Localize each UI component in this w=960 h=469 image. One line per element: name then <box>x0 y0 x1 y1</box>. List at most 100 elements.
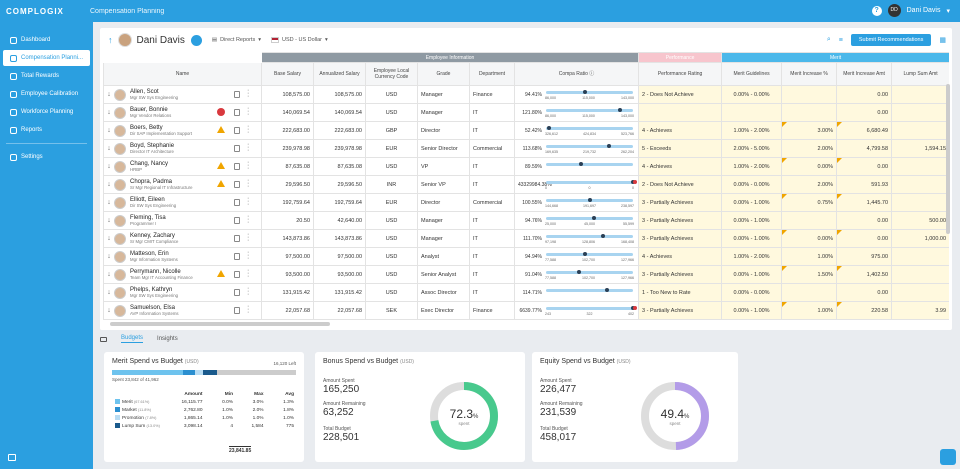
tab-budgets[interactable]: Budgets <box>121 335 144 343</box>
col-annualized-salary[interactable]: Annualized Salary <box>313 62 366 86</box>
merit-increase-amt-input[interactable]: 0.00 <box>836 211 893 230</box>
performance-rating-cell[interactable]: 3 - Partially Achieves <box>638 229 723 248</box>
merit-increase-amt-input[interactable]: 4,799.58 <box>836 139 893 158</box>
currency-dropdown[interactable]: USD - US Dollar ▾ <box>270 37 328 43</box>
copy-icon[interactable] <box>234 271 240 278</box>
more-options-icon[interactable]: · · · <box>247 267 250 280</box>
drill-down-icon[interactable]: ↓ <box>107 199 111 206</box>
drill-down-icon[interactable]: ↓ <box>107 253 111 260</box>
col-performance-rating[interactable]: Performance Rating <box>638 62 723 86</box>
copy-icon[interactable] <box>234 289 240 296</box>
up-level-icon[interactable]: ↑ <box>108 35 113 45</box>
merit-increase-amt-input[interactable]: 6,680.49 <box>836 121 893 140</box>
assistant-button[interactable] <box>940 449 956 465</box>
warning-icon[interactable] <box>217 180 225 187</box>
table-row[interactable]: ↓ Perrymann, Nicolle Team Mgr IT Accountin… <box>103 265 949 284</box>
more-options-icon[interactable]: · · · <box>247 141 250 154</box>
drill-down-icon[interactable]: ↓ <box>107 217 111 224</box>
copy-icon[interactable] <box>234 109 240 116</box>
merit-increase-amt-input[interactable]: 591.93 <box>836 175 893 194</box>
sidebar-item-workforce-planning[interactable]: Workforce Planning <box>3 104 90 120</box>
user-menu[interactable]: Dani Davis <box>906 7 941 14</box>
performance-rating-cell[interactable]: 3 - Partially Achieves <box>638 193 723 212</box>
merit-increase-amt-input[interactable]: 1,445.70 <box>836 193 893 212</box>
merit-increase-pct-input[interactable]: 2.00% <box>781 139 838 158</box>
copy-icon[interactable] <box>234 127 240 134</box>
tab-insights[interactable]: Insights <box>157 336 178 342</box>
search-icon[interactable]: ⌕ <box>826 36 831 43</box>
sidebar-item-reports[interactable]: Reports <box>3 122 90 138</box>
merit-increase-amt-input[interactable]: 220.58 <box>836 301 893 320</box>
more-options-icon[interactable]: · · · <box>247 249 250 262</box>
merit-increase-pct-input[interactable]: 0.00% <box>781 229 838 248</box>
drill-down-icon[interactable]: ↓ <box>107 109 111 116</box>
copy-icon[interactable] <box>234 91 240 98</box>
employee-name[interactable]: Boers, Betty <box>130 124 163 131</box>
export-icon[interactable]: ▦ <box>939 37 946 44</box>
lump-sum-input[interactable] <box>891 283 949 302</box>
copy-icon[interactable] <box>234 253 240 260</box>
employee-cell[interactable]: ↓ Kenney, Zachary Sr Mgr CMIT Compliance · ·… <box>103 229 262 248</box>
submit-recommendations-button[interactable]: Submit Recommendations <box>850 34 932 46</box>
lump-sum-input[interactable] <box>891 265 949 284</box>
merit-increase-pct-input[interactable] <box>781 85 838 104</box>
table-row[interactable]: ↓ Allen, Scot Mgr SW Sys Engineering · · · 108… <box>103 85 949 104</box>
filter-icon[interactable]: ≡ <box>838 36 843 44</box>
lump-sum-input[interactable] <box>891 121 949 140</box>
more-options-icon[interactable]: · · · <box>247 123 250 136</box>
employee-name[interactable]: Boyd, Stephanie <box>130 142 175 149</box>
drill-down-icon[interactable]: ↓ <box>107 307 111 314</box>
col-base-salary[interactable]: Base Salary <box>261 62 314 86</box>
drill-down-icon[interactable]: ↓ <box>107 271 111 278</box>
performance-rating-cell[interactable]: 4 - Achieves <box>638 247 723 266</box>
employee-cell[interactable]: ↓ Matteson, Erin Mgr Information Systems · ·… <box>103 247 262 266</box>
table-row[interactable]: ↓ Samuelson, Elsa AVP Information Systems ·… <box>103 301 949 320</box>
col-local-currency[interactable]: Employee Local Currency Code <box>365 62 418 86</box>
sidebar-item-dashboard[interactable]: Dashboard <box>3 32 90 48</box>
performance-rating-cell[interactable]: 3 - Partially Achieves <box>638 265 723 284</box>
lump-sum-input[interactable]: 3.99 <box>891 301 949 320</box>
merit-increase-amt-input[interactable]: 0.00 <box>836 229 893 248</box>
drill-down-icon[interactable]: ↓ <box>107 181 111 188</box>
help-icon[interactable]: ? <box>871 5 882 16</box>
employee-cell[interactable]: ↓ Allen, Scot Mgr SW Sys Engineering · · · <box>103 85 262 104</box>
col-name[interactable]: Name <box>103 62 262 86</box>
copy-icon[interactable] <box>234 163 240 170</box>
copy-icon[interactable] <box>234 217 240 224</box>
employee-cell[interactable]: ↓ Chang, Nancy HRBP · · · <box>103 157 262 176</box>
table-row[interactable]: ↓ Boyd, Stephanie Director IT Architecture… <box>103 139 949 158</box>
table-row[interactable]: ↓ Matteson, Erin Mgr Information Systems · ·… <box>103 247 949 266</box>
table-row[interactable]: ↓ Elliott, Eileen Dir SW Sys Engineering · ·… <box>103 193 949 212</box>
sidebar-item-settings[interactable]: Settings <box>3 149 90 165</box>
drill-down-icon[interactable]: ↓ <box>107 289 111 296</box>
sidebar-item-compensation[interactable]: Compensation Planni... <box>3 50 90 66</box>
merit-increase-pct-input[interactable]: 1.00% <box>781 247 838 266</box>
org-chart-icon[interactable] <box>190 34 202 46</box>
performance-rating-cell[interactable]: 4 - Achieves <box>638 121 723 140</box>
col-merit-guidelines[interactable]: Merit Guidelines <box>721 62 783 86</box>
copy-icon[interactable] <box>234 235 240 242</box>
user-avatar[interactable]: DD <box>887 4 901 17</box>
merit-increase-pct-input[interactable]: 2.00% <box>781 175 838 194</box>
drill-down-icon[interactable]: ↓ <box>107 91 111 98</box>
more-options-icon[interactable]: · · · <box>247 231 250 244</box>
lump-sum-input[interactable]: 500.00 <box>891 211 949 230</box>
employee-name[interactable]: Elliott, Eileen <box>130 196 165 203</box>
lump-sum-input[interactable]: 1,000.00 <box>891 229 949 248</box>
more-options-icon[interactable]: · · · <box>247 195 250 208</box>
col-merit-increase-amt[interactable]: Merit Increase Amt <box>836 62 893 86</box>
employee-cell[interactable]: ↓ Boyd, Stephanie Director IT Architecture… <box>103 139 262 158</box>
table-row[interactable]: ↓ Chopra, Padma Sr Mgr Regional IT Infrast… <box>103 175 949 194</box>
col-lump-sum-amt[interactable]: Lump Sum Amt <box>891 62 949 86</box>
merit-increase-pct-input[interactable]: 3.00% <box>781 121 838 140</box>
merit-increase-pct-input[interactable]: 0.75% <box>781 193 838 212</box>
copy-icon[interactable] <box>234 181 240 188</box>
table-row[interactable]: ↓ Kenney, Zachary Sr Mgr CMIT Compliance · ·… <box>103 229 949 248</box>
col-compa-ratio[interactable]: Compa Ratio ⓘ <box>513 62 640 86</box>
error-icon[interactable] <box>217 108 225 116</box>
merit-increase-pct-input[interactable] <box>781 283 838 302</box>
employee-name[interactable]: Matteson, Erin <box>130 250 169 257</box>
performance-rating-cell[interactable]: 2 - Does Not Achieve <box>638 85 723 104</box>
employee-name[interactable]: Bauer, Bonnie <box>130 106 168 113</box>
lump-sum-input[interactable] <box>891 85 949 104</box>
